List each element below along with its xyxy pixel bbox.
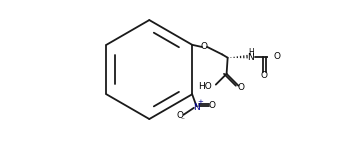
Text: O: O [238, 83, 244, 92]
Text: ⁻: ⁻ [180, 116, 184, 125]
Text: O: O [261, 71, 268, 80]
Text: O: O [274, 52, 280, 61]
Text: N: N [248, 53, 254, 62]
Text: N: N [193, 103, 200, 112]
Text: O: O [200, 42, 208, 52]
Text: H: H [248, 48, 254, 57]
Text: O: O [208, 101, 216, 110]
Text: O: O [177, 111, 184, 120]
Text: HO: HO [198, 82, 212, 91]
Text: +: + [197, 99, 203, 105]
